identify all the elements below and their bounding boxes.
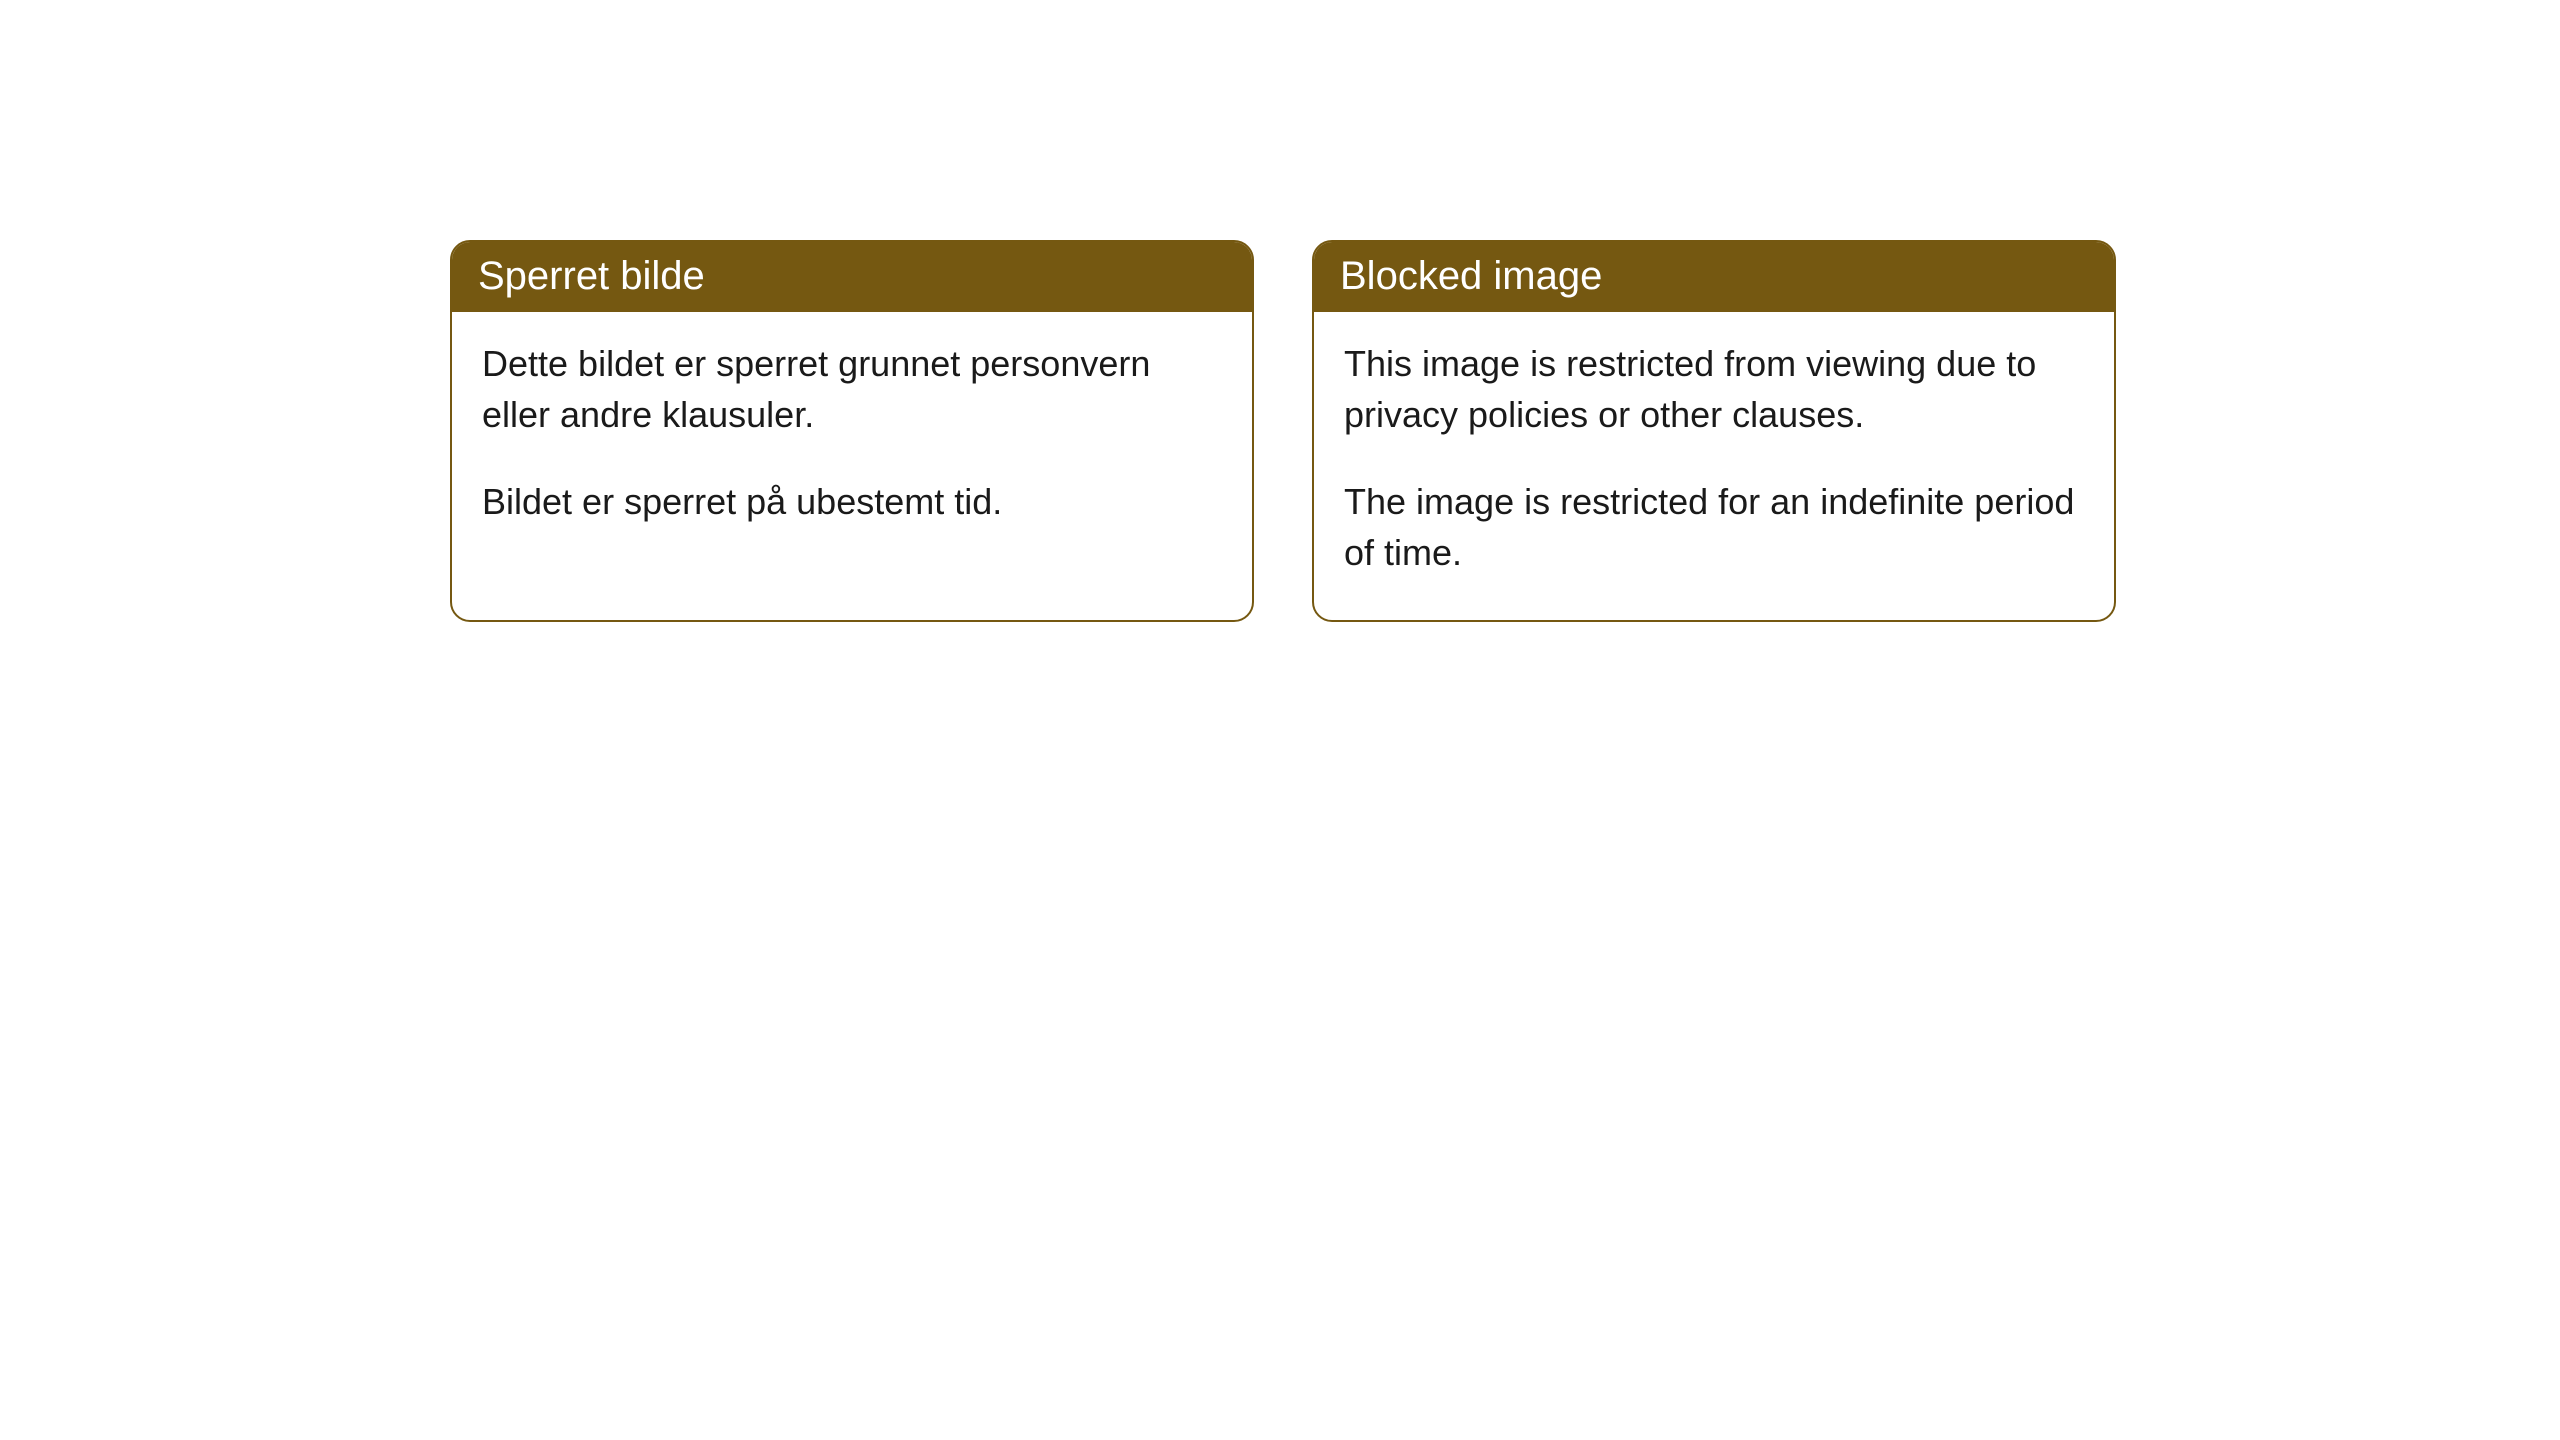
card-container: Sperret bilde Dette bildet er sperret gr… [0,0,2560,622]
card-header: Blocked image [1314,242,2114,312]
card-body-text: Dette bildet er sperret grunnet personve… [482,338,1222,440]
card-body: This image is restricted from viewing du… [1314,312,2114,620]
card-header: Sperret bilde [452,242,1252,312]
card-body-text: This image is restricted from viewing du… [1344,338,2084,440]
card-body: Dette bildet er sperret grunnet personve… [452,312,1252,569]
blocked-image-card-no: Sperret bilde Dette bildet er sperret gr… [450,240,1254,622]
blocked-image-card-en: Blocked image This image is restricted f… [1312,240,2116,622]
card-body-text: Bildet er sperret på ubestemt tid. [482,476,1222,527]
card-body-text: The image is restricted for an indefinit… [1344,476,2084,578]
